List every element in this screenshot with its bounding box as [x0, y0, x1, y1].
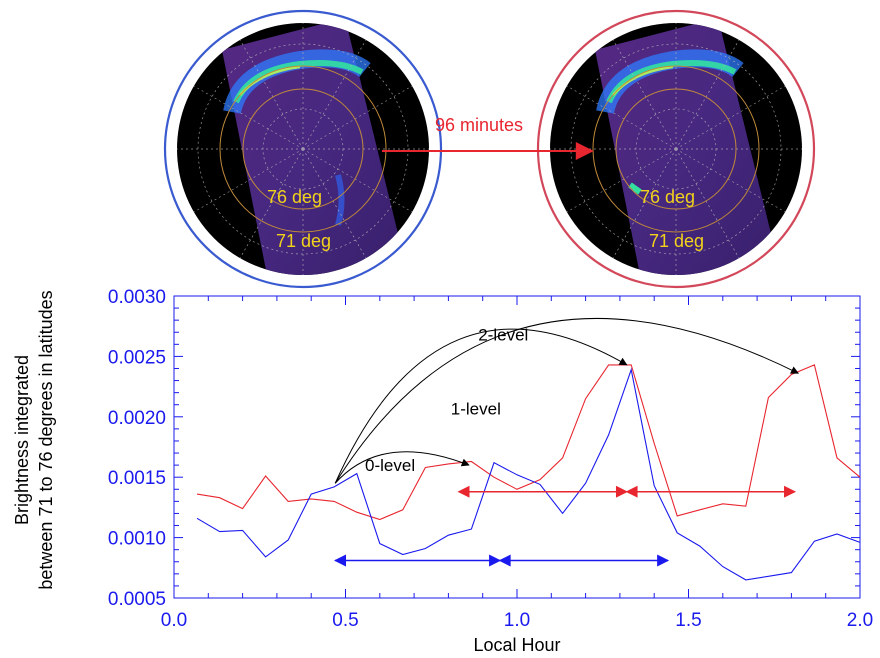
x-axis-title: Local Hour — [473, 635, 560, 655]
annotation-arrow — [334, 317, 799, 484]
swath — [222, 23, 405, 275]
swath — [595, 23, 778, 275]
x-tick-label: 1.0 — [504, 610, 530, 631]
label-76-deg: 76 deg — [267, 187, 322, 207]
annotation-label: 1-level — [451, 399, 501, 418]
x-tick-label: 0.5 — [332, 610, 358, 631]
polar-grid-spoke — [239, 39, 304, 150]
y-axis: 0.0005 0.0010 0.0015 0.0020 0.0025 0.0030 — [108, 287, 860, 610]
polar-grid-spoke — [675, 148, 786, 213]
polar-image-after: 76 deg 71 deg — [536, 9, 816, 289]
polar-grid-spoke — [566, 85, 677, 150]
x-tick-label: 2.0 — [847, 610, 873, 631]
y-tick-label: 0.0010 — [108, 529, 166, 550]
polar-grid-spoke — [302, 148, 413, 213]
y-tick-label: 0.0020 — [108, 408, 166, 429]
plot-area: 0.0 0.5 1.0 1.5 2.0 0.0005 0.0010 0.0015 0.0020… — [108, 287, 873, 631]
polar-grid-spoke — [675, 148, 740, 259]
polar-grid-spoke — [612, 39, 677, 150]
y-axis-title-line2: between 71 to 76 degrees in latitudes — [36, 290, 56, 589]
series-line-red — [196, 364, 861, 521]
y-axis-title-line1: Brightness integrated — [12, 355, 32, 525]
polar-grid-spoke — [566, 148, 677, 213]
annotation-label: 2-level — [478, 326, 528, 345]
polar-grid-spoke — [675, 39, 740, 150]
annotation-layer: 0-level 1-level 2-level — [334, 317, 799, 484]
polar-grid-spoke — [612, 148, 677, 259]
x-axis: 0.0 0.5 1.0 1.5 2.0 — [161, 296, 873, 631]
series-layer — [196, 364, 861, 581]
y-tick-label: 0.0015 — [108, 468, 166, 489]
y-tick-label: 0.0030 — [108, 287, 166, 308]
polar-grid-spoke — [302, 39, 367, 150]
x-tick-label: 1.5 — [675, 610, 701, 631]
annotation-arrow — [334, 328, 628, 484]
annotation-label: 0-level — [365, 456, 415, 475]
y-tick-label: 0.0005 — [108, 589, 166, 610]
polar-grid-spoke — [193, 85, 304, 150]
polar-image-before: 76 deg 71 deg — [163, 9, 443, 289]
label-71-deg: 71 deg — [649, 231, 704, 251]
polar-grid-spoke — [675, 85, 786, 150]
series-line-blue — [196, 367, 861, 581]
annotation-arrow — [334, 451, 470, 484]
label-76-deg: 76 deg — [640, 187, 695, 207]
span-arrows — [334, 485, 797, 567]
x-tick-label: 0.0 — [161, 610, 187, 631]
polar-grid-spoke — [239, 148, 304, 259]
y-tick-label: 0.0025 — [108, 347, 166, 368]
transition-label: 96 minutes — [435, 115, 523, 135]
polar-grid-spoke — [193, 148, 304, 213]
label-71-deg: 71 deg — [276, 231, 331, 251]
polar-grid-spoke — [302, 148, 367, 259]
polar-grid-spoke — [302, 85, 413, 150]
